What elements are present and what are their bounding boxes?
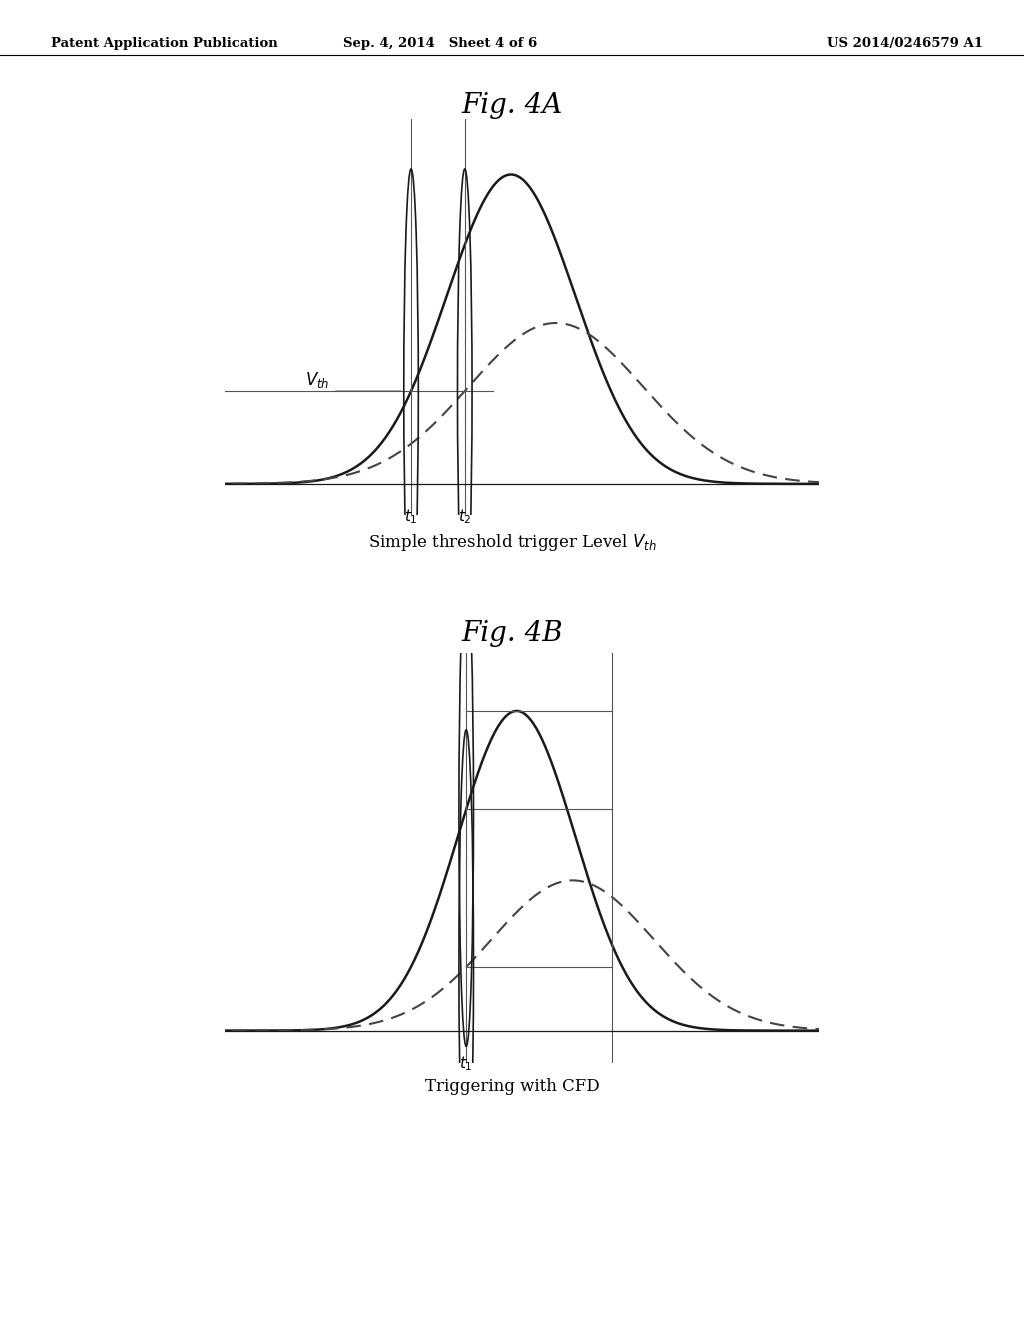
Text: Fig. 4A: Fig. 4A	[462, 92, 562, 119]
Text: US 2014/0246579 A1: US 2014/0246579 A1	[827, 37, 983, 50]
Text: $t_2$: $t_2$	[458, 507, 472, 525]
Text: $V_{th}$: $V_{th}$	[305, 370, 330, 389]
Text: $t_1$: $t_1$	[404, 507, 418, 525]
Text: Patent Application Publication: Patent Application Publication	[51, 37, 278, 50]
Text: Simple threshold trigger Level $V_{th}$: Simple threshold trigger Level $V_{th}$	[368, 532, 656, 553]
Text: Fig. 4B: Fig. 4B	[461, 620, 563, 647]
Text: $t_1$: $t_1$	[460, 1055, 473, 1073]
Text: Sep. 4, 2014   Sheet 4 of 6: Sep. 4, 2014 Sheet 4 of 6	[343, 37, 538, 50]
Text: Triggering with CFD: Triggering with CFD	[425, 1078, 599, 1096]
